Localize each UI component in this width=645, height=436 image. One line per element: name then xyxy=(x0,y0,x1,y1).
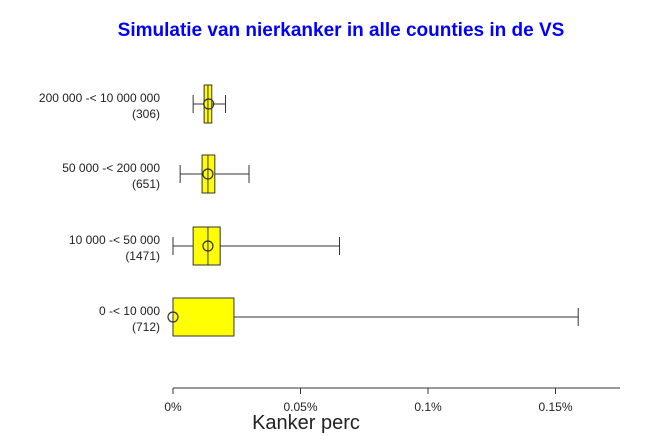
x-tick-label: 0.15% xyxy=(538,400,572,414)
box-group xyxy=(172,226,341,266)
box-iqr xyxy=(201,154,216,194)
mean-marker xyxy=(202,168,214,180)
category-label: 200 000 -< 10 000 000 xyxy=(39,91,160,105)
x-tick-label: 0.1% xyxy=(414,400,442,414)
x-tick-label: 0% xyxy=(164,400,182,414)
mean-marker xyxy=(203,98,215,110)
mean-marker xyxy=(202,240,214,252)
box-group xyxy=(167,297,579,337)
category-label: 10 000 -< 50 000 xyxy=(69,233,160,247)
chart-title: Simulatie van nierkanker in alle countie… xyxy=(118,20,565,41)
category-count: (306) xyxy=(132,107,160,121)
mean-marker xyxy=(167,311,179,323)
category-count: (712) xyxy=(132,320,160,334)
box-group xyxy=(179,154,250,194)
x-axis-label: Kanker perc xyxy=(252,412,360,434)
category-count: (651) xyxy=(132,177,160,191)
box-iqr xyxy=(192,226,221,266)
box-group xyxy=(192,84,227,124)
category-count: (1471) xyxy=(125,249,160,263)
x-tick-label: 0.05% xyxy=(283,400,317,414)
category-label: 50 000 -< 200 000 xyxy=(62,161,160,175)
plot-area: 200 000 -< 10 000 000 (306) 50 000 -< 200 … xyxy=(39,84,579,337)
category-label: 0 -< 10 000 xyxy=(99,304,160,318)
box-iqr xyxy=(172,297,235,337)
x-axis-ticks: 0% 0.05% 0.1% 0.15% xyxy=(164,388,573,414)
